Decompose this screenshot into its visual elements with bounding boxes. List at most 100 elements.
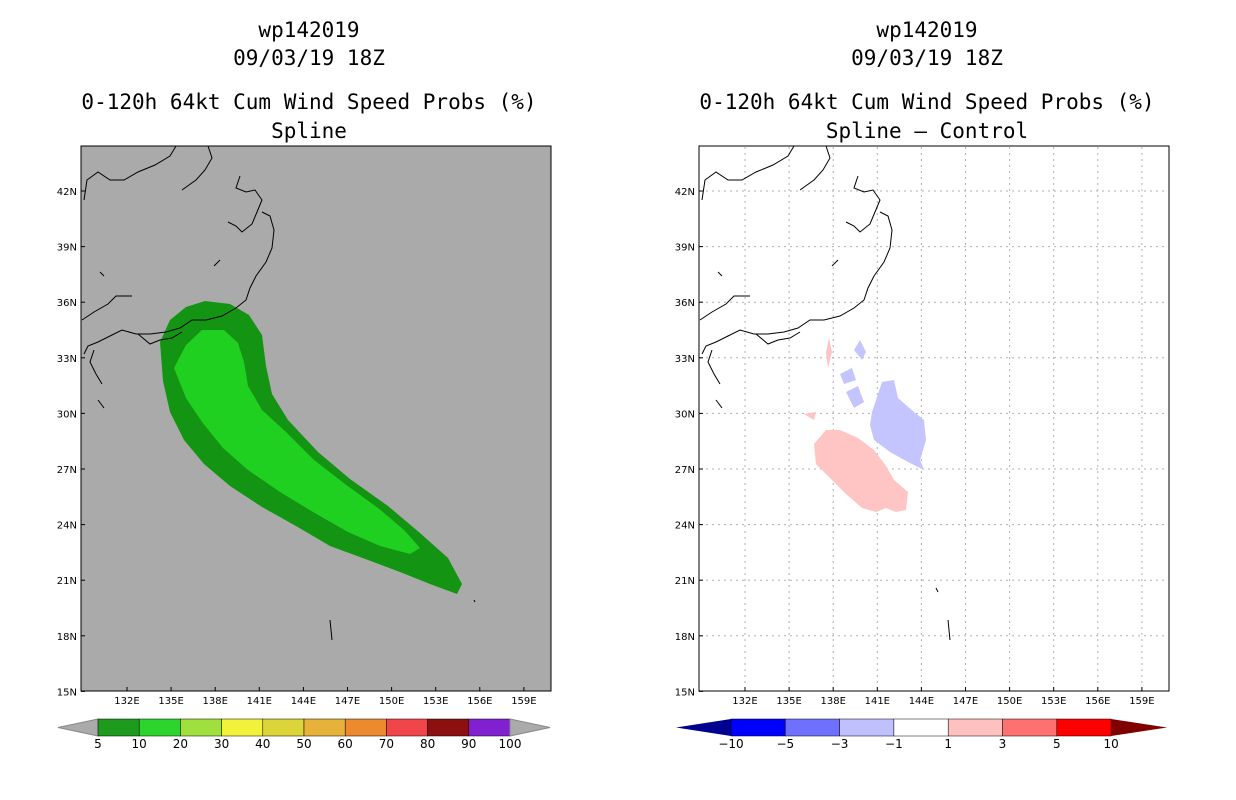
lon-tick-label: 132E — [732, 696, 757, 707]
lon-tick-label: 150E — [379, 696, 404, 707]
left-map-svg: 42N 39N 36N 33N 30N 27N 24N 21N 18N 15N 132E 135E 13… — [57, 145, 552, 751]
lat-tick-label: 24N — [57, 521, 77, 532]
right-storm-id: wp142019 — [876, 18, 978, 42]
colorbar-swatch — [468, 718, 511, 737]
lat-tick-label: 36N — [57, 298, 77, 309]
colorbar-label: 50 — [296, 737, 311, 751]
lat-tick-label: 33N — [57, 354, 77, 365]
colorbar-swatch — [730, 718, 786, 737]
colorbar-swatch — [97, 718, 140, 737]
colorbar-swatch — [303, 718, 346, 737]
right-panel: wp142019 09/03/19 18Z 0-120h 64kt Cum Wi… — [618, 0, 1236, 800]
right-map-background — [699, 146, 1169, 691]
colorbar-label: 100 — [499, 737, 522, 751]
colorbar-label: 20 — [173, 737, 188, 751]
lon-tick-label: 153E — [423, 696, 448, 707]
colorbar-swatch — [386, 718, 428, 737]
left-product-title: 0-120h 64kt Cum Wind Speed Probs (%) — [81, 90, 537, 114]
colorbar-swatch — [262, 718, 305, 737]
lon-tick-label: 135E — [158, 696, 183, 707]
colorbar-label: 80 — [420, 737, 435, 751]
colorbar-label: 10 — [1103, 737, 1118, 751]
lon-tick-label: 135E — [776, 696, 801, 707]
lon-tick-label: 132E — [114, 696, 139, 707]
lon-tick-label: 159E — [1129, 696, 1154, 707]
colorbar-label: 60 — [338, 737, 353, 751]
colorbar-low-arrow — [57, 718, 99, 737]
lat-tick-label: 27N — [675, 465, 695, 476]
right-coastlines — [699, 145, 951, 641]
lat-tick-label: 21N — [675, 576, 695, 587]
left-panel: wp142019 09/03/19 18Z 0-120h 64kt Cum Wi… — [57, 18, 552, 751]
colorbar-swatch — [344, 718, 387, 737]
colorbar-label: −3 — [831, 737, 849, 751]
colorbar-label: −5 — [776, 737, 794, 751]
right-datetime: 09/03/19 18Z — [851, 46, 1003, 70]
left-axis-labels: 42N 39N 36N 33N 30N 27N 24N 21N 18N 15N 132E 135E 13… — [57, 187, 537, 707]
lat-tick-label: 33N — [675, 354, 695, 365]
left-colorbar: 5 10 20 30 40 50 60 70 80 90 100 — [57, 718, 551, 751]
colorbar-swatch — [180, 718, 222, 737]
lon-tick-label: 150E — [997, 696, 1022, 707]
lon-tick-label: 144E — [291, 696, 316, 707]
lon-tick-label: 159E — [511, 696, 536, 707]
right-subtitle: Spline — Control — [825, 119, 1029, 143]
colorbar-high-arrow — [509, 718, 551, 737]
left-map-frame — [80, 145, 552, 692]
diff-positive-region — [804, 338, 908, 512]
lat-tick-label: 30N — [57, 409, 77, 420]
colorbar-low-arrow — [676, 719, 731, 736]
lat-tick-label: 15N — [675, 687, 695, 698]
colorbar-swatch — [839, 718, 895, 737]
colorbar-label: 90 — [461, 737, 476, 751]
colorbar-label: 10 — [132, 737, 147, 751]
colorbar-swatch — [138, 718, 181, 737]
colorbar-swatch — [785, 718, 840, 737]
lon-tick-label: 147E — [953, 696, 978, 707]
right-colorbar: −10 −5 −3 −1 1 3 5 10 — [676, 718, 1168, 751]
lon-tick-label: 153E — [1041, 696, 1066, 707]
colorbar-swatch — [427, 718, 470, 737]
colorbar-label: 40 — [255, 737, 270, 751]
lon-tick-label: 138E — [202, 696, 227, 707]
lat-tick-label: 27N — [57, 465, 77, 476]
colorbar-swatch — [1002, 718, 1058, 737]
colorbar-swatch — [947, 718, 1003, 737]
colorbar-label: 5 — [1053, 737, 1061, 751]
colorbar-label: 70 — [379, 737, 394, 751]
left-coastlines — [81, 145, 476, 641]
colorbar-label: 30 — [214, 737, 229, 751]
left-datetime: 09/03/19 18Z — [233, 46, 385, 70]
lon-tick-label: 156E — [1085, 696, 1110, 707]
left-storm-id: wp142019 — [258, 18, 360, 42]
lat-tick-label: 30N — [675, 409, 695, 420]
lat-tick-label: 42N — [675, 187, 695, 198]
colorbar-high-arrow — [1111, 719, 1168, 736]
lat-tick-label: 24N — [675, 521, 695, 532]
lat-tick-label: 18N — [57, 632, 77, 643]
colorbar-label: 1 — [944, 737, 952, 751]
colorbar-swatch — [221, 718, 264, 737]
lat-tick-label: 36N — [675, 298, 695, 309]
colorbar-label: −1 — [885, 737, 903, 751]
lon-tick-label: 141E — [247, 696, 272, 707]
prob-20-to-30-region — [174, 330, 420, 554]
lon-tick-label: 147E — [335, 696, 360, 707]
lon-tick-label: 144E — [909, 696, 934, 707]
lat-tick-label: 18N — [675, 632, 695, 643]
lat-tick-label: 15N — [57, 687, 77, 698]
lat-tick-label: 39N — [675, 243, 695, 254]
left-map-background — [81, 146, 551, 691]
right-product-title: 0-120h 64kt Cum Wind Speed Probs (%) — [699, 90, 1155, 114]
colorbar-label: 5 — [94, 737, 102, 751]
left-subtitle: Spline — [271, 119, 347, 143]
colorbar-swatch — [1056, 718, 1112, 737]
colorbar-label: −10 — [718, 737, 743, 751]
lat-tick-label: 21N — [57, 576, 77, 587]
colorbar-label: 3 — [999, 737, 1007, 751]
lat-tick-label: 42N — [57, 187, 77, 198]
lon-tick-label: 138E — [820, 696, 845, 707]
colorbar-swatch — [893, 718, 949, 737]
right-map-frame — [698, 145, 1170, 692]
